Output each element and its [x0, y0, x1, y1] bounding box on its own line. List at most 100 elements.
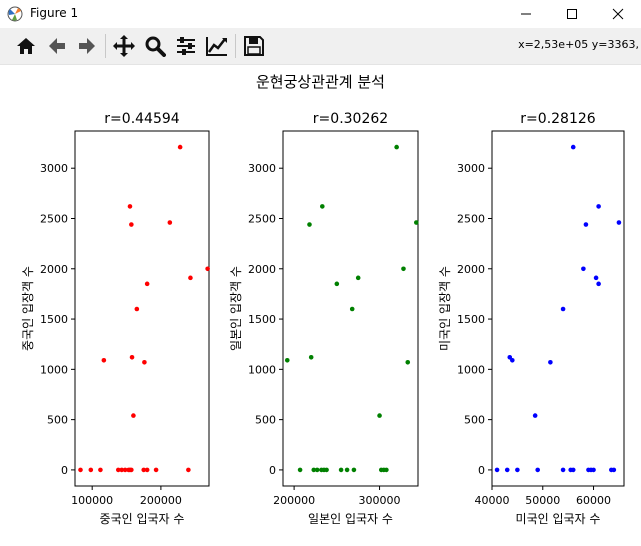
chart-2-ytick-label: 1500: [248, 313, 276, 326]
chart-1-point: [78, 467, 83, 473]
chart-2-ytick-label: 0: [269, 464, 276, 477]
chart-1-ytick-label: 2500: [40, 212, 68, 225]
chart-1-point: [167, 220, 173, 225]
chart-1-point: [127, 467, 133, 473]
chart-2-point: [297, 467, 303, 473]
toolbar-separator: [235, 34, 236, 58]
chart-2-point: [314, 467, 320, 473]
chart-2-point: [284, 357, 290, 363]
figure-suptitle: 운현궁상관관계 분석: [256, 73, 385, 91]
chart-3-point: [596, 281, 601, 287]
chart-1-axes-frame: [74, 130, 210, 487]
chart-2-title: r=0.30262: [313, 111, 388, 127]
chart-2-point: [349, 306, 355, 312]
chart-2-point: [311, 467, 317, 473]
home-icon: [17, 38, 35, 54]
minimize-icon: [521, 13, 531, 15]
chart-3-point: [515, 467, 520, 473]
chart-2-point: [413, 220, 419, 225]
chart-3-ytick-label: 1000: [457, 363, 485, 376]
save-icon: [244, 36, 264, 56]
chart-2-point: [344, 467, 350, 473]
chart-3-ytick-label: 0: [478, 464, 485, 477]
chart-1-xtick-label: 200000: [140, 494, 182, 507]
chart-2-ytick-label: 500: [255, 414, 276, 427]
chart-2-ytick-label: 3000: [248, 162, 276, 175]
chart-1-ytick-label: 0: [61, 464, 68, 477]
pan-button[interactable]: [110, 32, 138, 60]
maximize-icon: [567, 9, 577, 19]
chart-1-point: [127, 204, 133, 209]
chart-1-point: [98, 467, 103, 473]
chart-1-point: [205, 266, 210, 272]
chart-1-point: [129, 354, 135, 360]
chart-3-point: [611, 467, 617, 473]
chart-2-point: [338, 467, 344, 473]
chart-2-xtick-label: 200000: [273, 494, 315, 507]
chart-1-point: [134, 306, 140, 312]
chart-1-point: [129, 222, 134, 227]
edit-axis-icon: [206, 37, 227, 56]
back-button[interactable]: [43, 32, 71, 60]
chart-1-ytick-label: 3000: [40, 162, 68, 175]
chart-1-xlabel: 중국인 입국자 수: [100, 512, 185, 526]
chart-3-point: [593, 275, 599, 281]
chart-2-point: [307, 222, 312, 227]
save-button[interactable]: [240, 32, 268, 60]
chart-3-ylabel: 미국인 입장객 수: [438, 266, 452, 351]
chart-3-point: [494, 467, 500, 473]
chart-1-point: [144, 281, 150, 287]
chart-1-point: [101, 357, 107, 363]
close-button[interactable]: [595, 0, 641, 28]
chart-3-ytick-label: 3000: [457, 162, 485, 175]
chart-2-ytick-label: 2000: [248, 263, 276, 276]
chart-2-point: [394, 144, 399, 150]
chart-3-ytick-label: 2500: [457, 212, 485, 225]
chart-3-ytick-label: 1500: [457, 313, 485, 326]
chart-1-ytick-label: 1500: [40, 313, 68, 326]
chart-3-point: [581, 266, 586, 272]
zoom-button[interactable]: [141, 32, 169, 60]
chart-1-point: [153, 467, 159, 473]
chart-3-axes-frame: [491, 130, 625, 487]
chart-1-point: [188, 275, 193, 281]
chart-1-xtick-label: 100000: [71, 494, 113, 507]
maximize-button[interactable]: [549, 0, 595, 28]
matplotlib-app-icon: [7, 6, 23, 22]
home-button[interactable]: [12, 32, 40, 60]
chart-1-ytick-label: 500: [47, 414, 68, 427]
chart-3-point: [596, 204, 601, 209]
chart-1-point: [177, 144, 183, 150]
chart-1-point: [144, 467, 150, 473]
toolbar-separator: [105, 34, 106, 58]
chart-2-point: [355, 275, 361, 281]
chart-1-point: [141, 467, 147, 473]
chart-2-ytick-label: 1000: [248, 363, 276, 376]
chart-3-point: [583, 222, 589, 227]
chart-3-title: r=0.28126: [520, 111, 595, 127]
window-title: Figure 1: [30, 6, 79, 20]
chart-2-point: [351, 467, 357, 473]
back-icon: [49, 38, 65, 54]
configure-subplots-button[interactable]: [172, 32, 200, 60]
chart-2-xtick-label: 300000: [359, 494, 401, 507]
chart-1-ylabel: 중국인 입장객 수: [21, 266, 35, 351]
chart-2-xlabel: 일본인 입국자 수: [308, 512, 393, 526]
edit-axis-button[interactable]: [203, 32, 231, 60]
chart-2-ylabel: 일본인 입장객 수: [229, 266, 243, 351]
chart-1-point: [186, 467, 191, 473]
chart-3-point: [591, 467, 596, 473]
minimize-button[interactable]: [503, 0, 549, 28]
chart-1-point: [115, 467, 121, 473]
chart-3-point: [504, 467, 510, 473]
chart-3-point: [507, 354, 513, 360]
figure-canvas[interactable]: 운현궁상관관계 분석 r=0.44594 0 500 1000 1500 2000 2500…: [0, 65, 641, 546]
cursor-coordinates: x=2,53e+05 y=3363,: [518, 38, 639, 51]
chart-3-point: [510, 357, 515, 363]
chart-3-point: [532, 413, 538, 418]
forward-button[interactable]: [73, 32, 101, 60]
chart-1-ytick-label: 2000: [40, 263, 68, 276]
forward-icon: [79, 38, 95, 54]
chart-3-point: [548, 360, 553, 365]
